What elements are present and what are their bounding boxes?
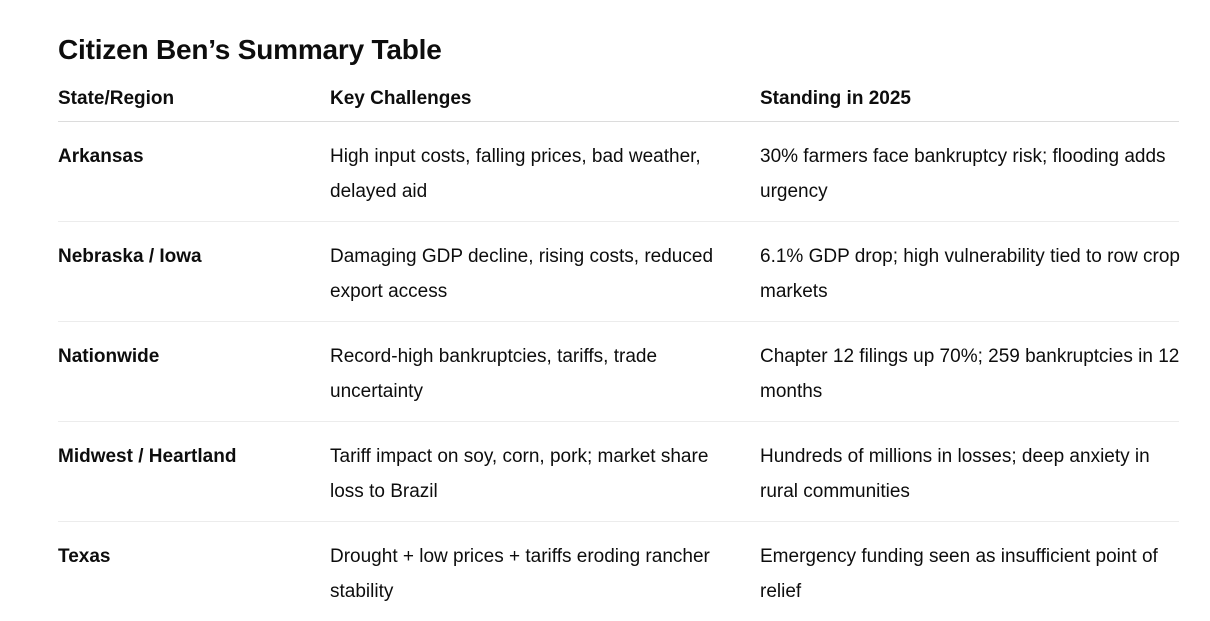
summary-table: State/Region Key Challenges Standing in …: [58, 82, 1180, 621]
standing-cell: Emergency funding seen as insufficient p…: [760, 546, 1158, 602]
standing-cell: Hundreds of millions in losses; deep anx…: [760, 446, 1150, 502]
table-row: Midwest / Heartland Tariff impact on soy…: [58, 422, 1179, 522]
column-header-key-challenges: Key Challenges: [330, 88, 472, 109]
column-header-standing-2025: Standing in 2025: [760, 88, 911, 109]
region-cell: Midwest / Heartland: [58, 446, 237, 467]
region-cell: Arkansas: [58, 146, 144, 167]
standing-cell: 30% farmers face bankruptcy risk; floodi…: [760, 146, 1166, 202]
table-row: Nebraska / Iowa Damaging GDP decline, ri…: [58, 222, 1180, 322]
challenges-cell: Tariff impact on soy, corn, pork; market…: [330, 446, 709, 502]
table-row: Nationwide Record-high bankruptcies, tar…: [58, 322, 1179, 422]
column-header-state-region: State/Region: [58, 88, 175, 109]
standing-cell: 6.1% GDP drop; high vulnerability tied t…: [760, 246, 1180, 302]
region-cell: Texas: [58, 546, 111, 567]
region-cell: Nebraska / Iowa: [58, 246, 202, 267]
table-row: Arkansas High input costs, falling price…: [58, 122, 1179, 222]
challenges-cell: Damaging GDP decline, rising costs, redu…: [330, 246, 714, 302]
region-cell: Nationwide: [58, 346, 160, 367]
table-header-row: State/Region Key Challenges Standing in …: [58, 82, 1179, 122]
challenges-cell: Drought + low prices + tariffs eroding r…: [330, 546, 710, 602]
challenges-cell: High input costs, falling prices, bad we…: [330, 146, 701, 202]
table-row: Texas Drought + low prices + tariffs ero…: [58, 522, 1179, 621]
standing-cell: Chapter 12 filings up 70%; 259 bankruptc…: [760, 346, 1180, 402]
page-title: Citizen Ben’s Summary Table: [58, 34, 442, 65]
challenges-cell: Record-high bankruptcies, tariffs, trade…: [330, 346, 658, 402]
